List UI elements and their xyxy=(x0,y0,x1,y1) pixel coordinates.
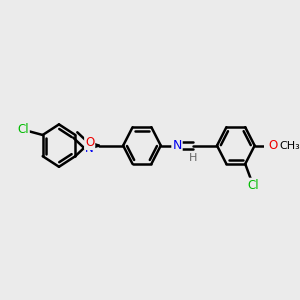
Text: Cl: Cl xyxy=(247,178,259,192)
Text: Cl: Cl xyxy=(17,123,29,136)
Text: N: N xyxy=(85,142,94,155)
Text: O: O xyxy=(269,139,278,152)
Text: H: H xyxy=(188,153,197,163)
Text: CH₃: CH₃ xyxy=(279,141,300,151)
Text: N: N xyxy=(172,139,182,152)
Text: O: O xyxy=(85,136,94,149)
